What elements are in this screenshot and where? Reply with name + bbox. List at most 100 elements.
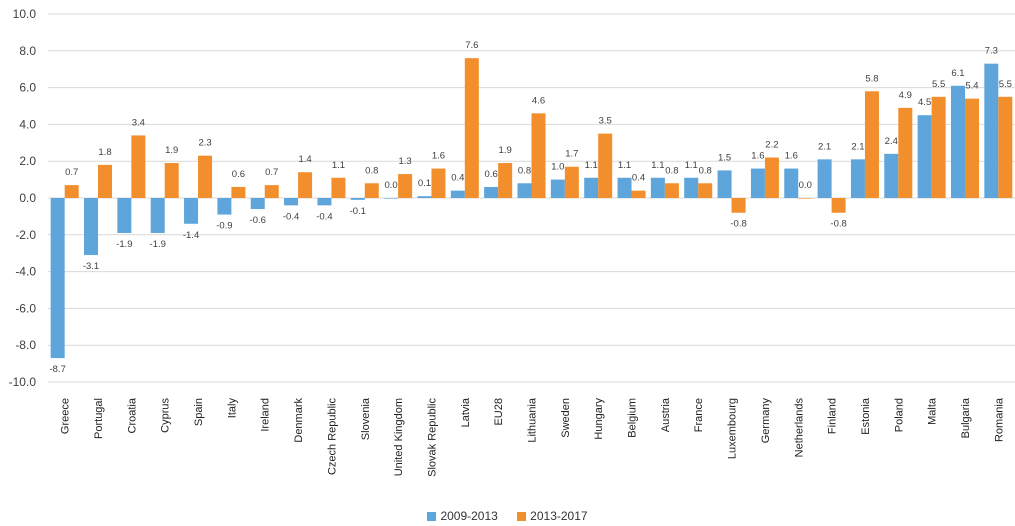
category-label: Slovak Republic [426, 398, 438, 477]
data-label-series-1: -0.1 [350, 206, 366, 217]
category-label: Czech Republic [326, 398, 338, 476]
data-label-series-1: 1.6 [751, 151, 764, 162]
bar-series-2 [831, 198, 846, 213]
bar-series-2 [231, 186, 246, 198]
x-axis: Greece Portugal Croatia Cyprus Spain Italy Ire… [60, 397, 1006, 477]
data-label-series-2: 1.4 [298, 154, 311, 165]
bar-series-2 [198, 155, 213, 198]
bar-series-2 [98, 164, 113, 198]
bar-series-2 [631, 190, 646, 198]
category-label: Austria [660, 397, 672, 432]
bar-series-1 [750, 168, 765, 198]
bar-series-2 [664, 183, 679, 198]
data-label-series-1: -0.9 [216, 221, 232, 232]
legend-label-series-2: 2013-2017 [530, 509, 588, 523]
category-label: Spain [193, 398, 205, 426]
bar-series-2 [598, 133, 613, 198]
data-label-series-2: 1.1 [332, 160, 345, 171]
legend-label-series-1: 2009-2013 [440, 509, 498, 523]
bar-series-2 [131, 135, 146, 198]
data-label-series-1: 1.5 [718, 152, 731, 163]
bar-series-1 [917, 115, 932, 198]
data-label-series-1: -0.4 [316, 211, 332, 222]
category-label: Romania [993, 397, 1005, 442]
data-label-series-1: 1.1 [651, 160, 664, 171]
y-tick-label: 2.0 [19, 154, 36, 168]
data-label-series-1: 0.4 [451, 173, 464, 184]
y-tick-label: -10.0 [9, 375, 37, 389]
bar-series-2 [498, 163, 513, 198]
category-label: Latvia [460, 397, 472, 427]
bar-series-1 [450, 190, 465, 198]
data-label-series-2: -0.8 [830, 219, 846, 230]
bar-series-1 [117, 198, 132, 233]
data-label-series-1: 0.8 [518, 165, 531, 176]
category-label: Denmark [293, 398, 305, 443]
data-label-series-2: 4.9 [899, 90, 912, 101]
bar-series-1 [850, 159, 865, 198]
data-label-series-2: 2.3 [198, 138, 211, 149]
bar-series-1 [984, 63, 999, 199]
category-label: Slovenia [360, 397, 372, 440]
category-label: Luxembourg [727, 398, 739, 459]
data-label-series-2: 5.4 [965, 81, 978, 92]
data-label-series-2: 4.6 [532, 95, 545, 106]
category-label: France [693, 398, 705, 432]
bar-series-2 [564, 166, 579, 198]
data-label-series-2: 1.9 [499, 145, 512, 156]
bar-series-1 [650, 177, 665, 198]
y-tick-label: 8.0 [19, 44, 36, 58]
category-label: Netherlands [793, 398, 805, 458]
data-label-series-1: 4.5 [918, 97, 931, 108]
bar-series-2 [964, 98, 979, 198]
data-label-series-1: -1.4 [183, 230, 199, 241]
bar-series-2 [731, 198, 746, 213]
y-tick-label: 0.0 [19, 191, 36, 205]
data-label-series-1: 6.1 [951, 68, 964, 79]
bar-series-1 [950, 85, 965, 198]
data-label-series-2: 0.8 [699, 165, 712, 176]
data-label-series-1: 0.6 [485, 169, 498, 180]
bar-series-1 [84, 198, 99, 256]
bar-series-2 [698, 183, 713, 198]
data-label-series-1: 2.4 [885, 136, 898, 147]
category-label: EU28 [493, 398, 505, 426]
bar-series-1 [350, 198, 365, 200]
category-label: Croatia [126, 397, 138, 433]
bar-series-1 [384, 198, 399, 199]
data-label-series-2: 1.6 [432, 151, 445, 162]
y-tick-label: -2.0 [15, 228, 36, 242]
bar-series-1 [417, 196, 432, 198]
bar-series-2 [798, 198, 813, 199]
data-label-series-1: 2.1 [851, 141, 864, 152]
data-label-series-2: 0.7 [65, 167, 78, 178]
category-label: Hungary [593, 398, 605, 440]
legend: 2009-2013 2013-2017 [0, 509, 1015, 524]
bar-series-2 [264, 185, 279, 198]
bar-series-1 [50, 198, 65, 359]
bar-series-2 [998, 96, 1013, 198]
bar-series-2 [331, 177, 346, 198]
data-label-series-2: 1.8 [98, 147, 111, 158]
data-labels: -8.7 0.7 -3.1 1.8 -1.9 3.4 -1.9 1.9 -1.4 2.3 -0.9 0… [49, 40, 1011, 375]
bar-series-2 [364, 183, 379, 198]
data-label-series-2: 1.3 [399, 156, 412, 167]
data-label-series-1: 1.1 [685, 160, 698, 171]
data-label-series-1: 2.1 [818, 141, 831, 152]
y-tick-label: -4.0 [15, 265, 36, 279]
bar-series-1 [484, 186, 499, 198]
data-label-series-2: 0.8 [665, 165, 678, 176]
bar-series-2 [298, 172, 313, 198]
data-label-series-2: 0.7 [265, 167, 278, 178]
category-label: Lithuania [527, 397, 539, 443]
bar-series-1 [184, 198, 199, 224]
data-label-series-2: 5.8 [865, 73, 878, 84]
legend-item-series-1: 2009-2013 [427, 509, 498, 523]
data-label-series-2: 5.5 [932, 79, 945, 90]
bar-series-1 [250, 198, 265, 210]
y-tick-label: 4.0 [19, 117, 36, 131]
bars [50, 58, 1013, 359]
category-label: Greece [60, 398, 72, 434]
data-label-series-2: 1.7 [565, 149, 578, 160]
bar-series-1 [884, 153, 899, 198]
